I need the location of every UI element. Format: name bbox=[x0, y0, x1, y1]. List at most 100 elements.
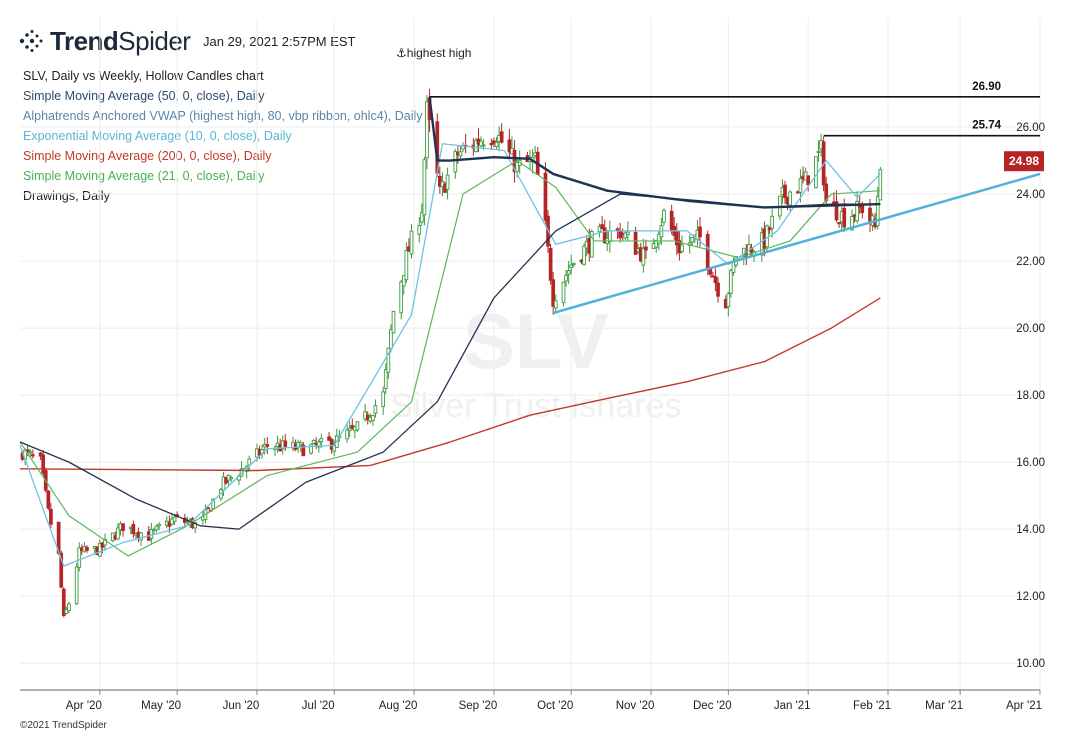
candle-down bbox=[206, 507, 210, 510]
y-tick-label: 12.00 bbox=[1016, 591, 1045, 603]
candle-up bbox=[564, 274, 568, 282]
candle-up bbox=[319, 437, 324, 443]
candle-up bbox=[566, 270, 571, 275]
candle-up bbox=[371, 414, 375, 422]
candle-up bbox=[479, 140, 483, 147]
legend-anchored-vwap[interactable]: Alphatrends Anchored VWAP (highest high,… bbox=[23, 109, 423, 123]
x-tick-label: Jan '21 bbox=[774, 700, 811, 712]
legend-sma200[interactable]: Simple Moving Average (200, 0, close), D… bbox=[23, 149, 272, 163]
x-tick-label: Mar '21 bbox=[925, 700, 963, 712]
anchored-vwap-line bbox=[428, 96, 881, 209]
candle-up bbox=[401, 275, 406, 287]
brand-header: TrendSpider bbox=[18, 25, 191, 57]
candle-down bbox=[716, 282, 720, 297]
last-price-label: 24.98 bbox=[1009, 154, 1039, 168]
x-tick-label: Aug '20 bbox=[379, 700, 418, 712]
candle-down bbox=[41, 454, 46, 474]
candle-down bbox=[698, 226, 702, 238]
candle-up bbox=[67, 603, 71, 612]
x-tick-label: Nov '20 bbox=[616, 700, 655, 712]
level-label: 26.90 bbox=[972, 81, 1001, 93]
brand-name-bold: Trend bbox=[50, 25, 119, 56]
candle-up bbox=[309, 444, 313, 454]
x-tick-label: Sep '20 bbox=[459, 700, 498, 712]
legend-sma50[interactable]: Simple Moving Average (50, 0, close), Da… bbox=[23, 89, 265, 103]
candle-up bbox=[316, 441, 321, 448]
trendspider-logo-icon bbox=[19, 30, 43, 52]
x-tick-label: Oct '20 bbox=[537, 700, 573, 712]
candle-up bbox=[726, 293, 731, 308]
last-price-tag bbox=[1004, 151, 1044, 172]
copyright: ©2021 TrendSpider bbox=[20, 720, 107, 731]
y-tick-label: 18.00 bbox=[1016, 390, 1045, 402]
candle-down bbox=[783, 184, 787, 199]
candle-up bbox=[729, 270, 733, 294]
candle-up bbox=[561, 281, 566, 304]
candle-up bbox=[816, 150, 821, 153]
indicator-legend: SLV, Daily vs Weekly, Hollow Candles cha… bbox=[23, 66, 423, 206]
anchor-icon: ⚓ bbox=[396, 46, 407, 60]
candle-down bbox=[705, 233, 710, 269]
candle-up bbox=[626, 231, 630, 235]
candle-up bbox=[788, 191, 793, 206]
candle-down bbox=[507, 139, 512, 153]
candle-up bbox=[139, 532, 143, 541]
candle-down bbox=[767, 227, 772, 231]
candle-down bbox=[25, 449, 30, 452]
candle-up bbox=[494, 141, 499, 148]
candle-down bbox=[59, 552, 64, 588]
candle-up bbox=[381, 391, 386, 407]
candles bbox=[20, 88, 883, 618]
candle-down bbox=[85, 546, 89, 551]
candle-down bbox=[669, 210, 674, 231]
legend-sma21[interactable]: Simple Moving Average (21, 0, close), Da… bbox=[23, 169, 265, 183]
candle-up bbox=[515, 161, 519, 172]
legend-ema10[interactable]: Exponential Moving Average (10, 0, close… bbox=[23, 129, 292, 143]
anchor-label-text: highest high bbox=[406, 46, 472, 60]
candle-down bbox=[265, 444, 270, 447]
candle-up bbox=[419, 212, 424, 223]
candle-up bbox=[399, 281, 404, 314]
watermark-ticker: SLV bbox=[463, 297, 609, 385]
candle-up bbox=[229, 476, 234, 480]
candle-down bbox=[548, 247, 553, 281]
candle-down bbox=[283, 440, 288, 447]
x-tick-label: Dec '20 bbox=[693, 700, 732, 712]
candle-up bbox=[553, 300, 558, 309]
candle-up bbox=[814, 156, 818, 189]
candle-up bbox=[172, 516, 177, 522]
candle-up bbox=[383, 369, 388, 389]
axes: 10.00 12.00 14.00 16.00 18.00 20.00 22.00 24.00… bbox=[20, 122, 1045, 712]
candle-up bbox=[453, 151, 458, 173]
candle-down bbox=[301, 444, 306, 457]
candle-down bbox=[860, 205, 865, 214]
candle-up bbox=[211, 498, 216, 509]
y-tick-label: 10.00 bbox=[1016, 658, 1045, 670]
candle-up bbox=[422, 159, 427, 216]
candle-up bbox=[391, 310, 396, 334]
brand-name: TrendSpider bbox=[50, 25, 191, 57]
candle-up bbox=[607, 230, 612, 243]
candle-up bbox=[474, 140, 478, 152]
candle-up bbox=[623, 232, 628, 239]
candle-down bbox=[644, 246, 648, 251]
legend-chart-title[interactable]: SLV, Daily vs Weekly, Hollow Candles cha… bbox=[23, 69, 264, 83]
candle-up bbox=[386, 347, 391, 373]
y-tick-label: 16.00 bbox=[1016, 457, 1045, 469]
candle-up bbox=[425, 101, 429, 159]
legend-drawings[interactable]: Drawings, Daily bbox=[23, 189, 110, 203]
candle-up bbox=[458, 151, 463, 157]
candle-down bbox=[46, 490, 51, 509]
candle-up bbox=[662, 209, 666, 223]
support-trendline bbox=[552, 172, 1041, 315]
candle-down bbox=[489, 143, 494, 146]
candle-down bbox=[837, 222, 841, 225]
timestamp: Jan 29, 2021 2:57PM EST bbox=[203, 34, 356, 49]
candle-up bbox=[347, 427, 352, 431]
candle-up bbox=[157, 523, 161, 527]
candle-down bbox=[602, 227, 607, 244]
candle-down bbox=[61, 588, 66, 616]
candle-down bbox=[131, 524, 136, 535]
candle-down bbox=[713, 276, 718, 284]
